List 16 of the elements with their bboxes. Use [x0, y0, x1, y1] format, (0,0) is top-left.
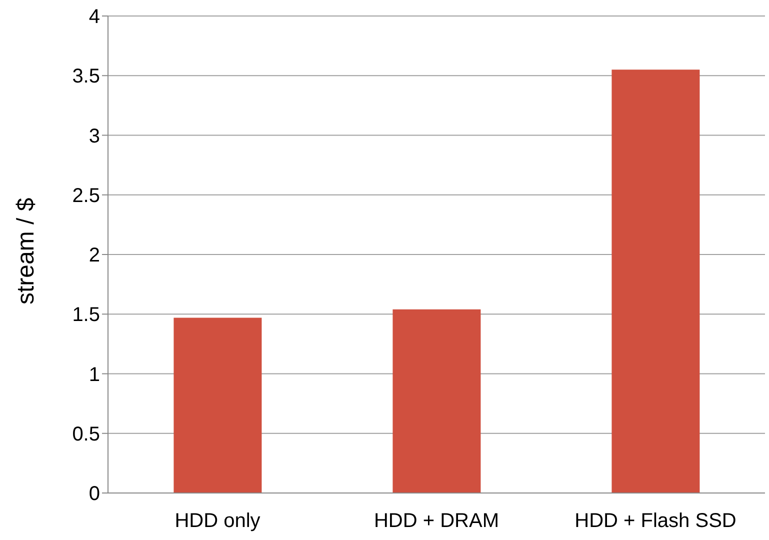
y-tick-label: 1.5	[72, 304, 100, 326]
y-tick-label: 3.5	[72, 66, 100, 88]
y-tick-label: 0	[88, 483, 100, 506]
bar	[174, 318, 262, 493]
bar	[392, 309, 481, 493]
y-tick-label: 2.5	[72, 184, 100, 207]
y-tick-label: 1	[88, 364, 100, 386]
y-tick-label: 3	[88, 125, 100, 148]
x-tick-label: HDD + Flash SSD	[574, 510, 736, 532]
y-tick-label: 0.5	[72, 423, 100, 446]
bar	[612, 70, 700, 493]
x-tick-label: HDD only	[174, 510, 260, 532]
x-tick-label: HDD + DRAM	[374, 510, 500, 532]
y-axis-title: stream / $	[12, 198, 40, 304]
y-tick-label: 4	[88, 6, 100, 28]
y-tick-label: 2	[88, 244, 100, 267]
